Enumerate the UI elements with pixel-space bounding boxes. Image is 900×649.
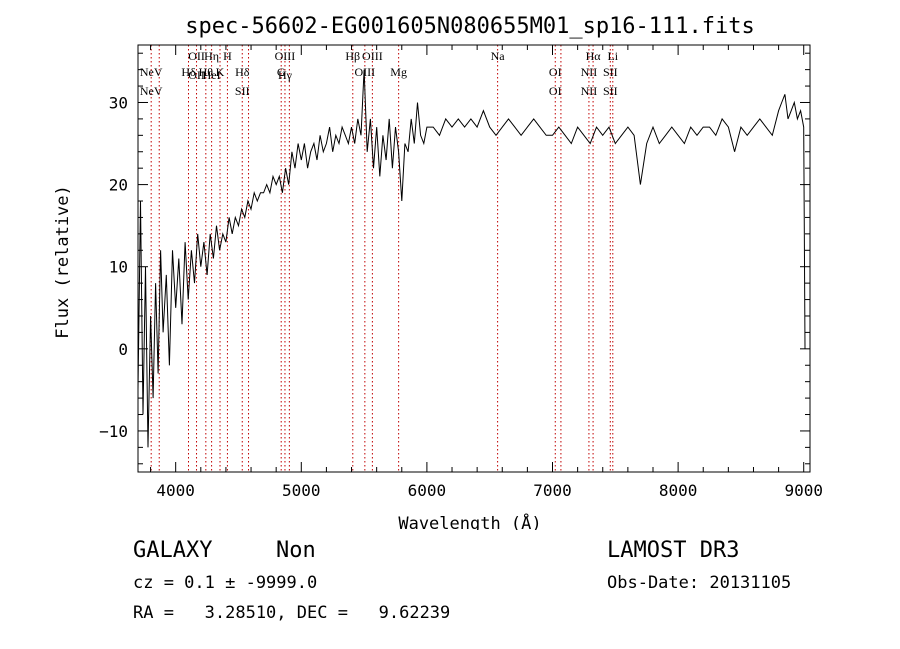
emission-line-label: Hη [204,49,219,63]
y-axis-label: Flux (relative) [53,185,73,339]
emission-line-label: SII [235,84,250,98]
emission-line-label: OIII [362,49,383,63]
emission-line-label: SII [603,65,618,79]
emission-line-label: Hδ [181,65,196,79]
y-tick-label: 0 [118,340,128,359]
emission-line-labels: NeVNeVHδOIIOIIHθHηHeIKHHδSIIGOIIIHγHβOII… [140,49,619,98]
chart-title: spec-56602-EG001605N080655M01_sp16-111.f… [185,14,755,39]
emission-line-label: H [223,49,232,63]
x-tick-label: 7000 [533,481,572,500]
y-tick-label: 30 [109,93,128,112]
emission-line-label: Hθ [199,65,214,79]
emission-line-label: NeV [140,65,163,79]
emission-line-label: SII [603,84,618,98]
spectrum-line [137,69,806,448]
x-tick-label: 5000 [282,481,321,500]
spectrum [137,69,806,448]
y-tick-label: −10 [99,422,128,441]
emission-line-label: OIII [355,65,376,79]
emission-line-label: Hδ [235,65,250,79]
emission-line-label: NII [581,84,598,98]
observation-date: Obs-Date: 20131105 [607,573,792,593]
x-tick-label: 6000 [408,481,447,500]
x-tick-label: 9000 [784,481,823,500]
emission-line-label: G [277,65,286,79]
emission-line-label: HeI [203,68,221,82]
emission-line-label: OI [549,65,562,79]
y-tick-label: 10 [109,258,128,277]
object-class: GALAXY [133,538,213,563]
object-subclass: Non [276,538,316,563]
emission-line-label: Hα [586,49,602,63]
emission-line-label: OI [549,84,562,98]
emission-line-label: NeV [140,84,163,98]
y-tick-label: 20 [109,176,128,195]
emission-line-label: K [216,65,225,79]
emission-line-label: Na [491,49,506,63]
emission-line-label: Li [607,49,618,63]
emission-line-label: Hβ [345,49,360,63]
emission-line-label: NII [581,65,598,79]
x-axis-label: Wavelength (Å) [398,512,541,530]
spectrum-chart: spec-56602-EG001605N080655M01_sp16-111.f… [53,14,823,530]
axis-ticks: 4000 5000 6000 7000 8000 9000 −10 0 10 20 30 [99,45,823,500]
emission-line-label: OII [188,49,205,63]
emission-lines [150,45,614,472]
redshift-cz: cz = 0.1 ± -9999.0 [133,573,318,593]
emission-line-label: OII [188,68,205,82]
emission-line-label: OIII [275,49,296,63]
plot-frame [137,44,811,473]
emission-line-label: Hγ [278,68,293,82]
x-tick-label: 4000 [156,481,195,500]
ra-dec: RA = 3.28510, DEC = 9.62239 [133,603,451,623]
emission-line-label: Mg [390,65,407,79]
survey-name: LAMOST DR3 [607,538,740,563]
x-tick-label: 8000 [659,481,698,500]
